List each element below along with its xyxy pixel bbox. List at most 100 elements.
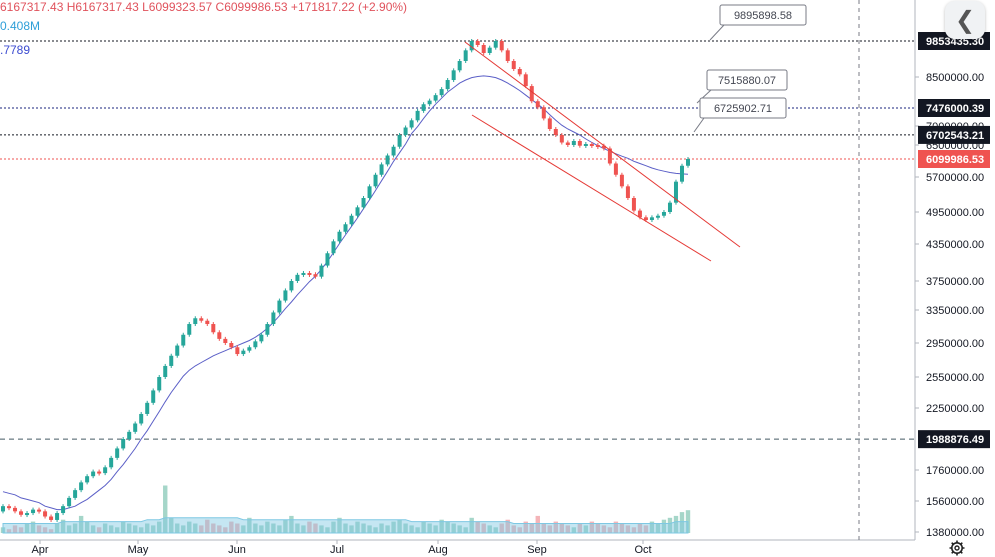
candle (115, 448, 120, 458)
candle (157, 377, 162, 391)
candle (217, 332, 222, 339)
x-tick-label: Jun (228, 544, 246, 556)
volume-bar (259, 525, 264, 533)
volume-bar (30, 521, 36, 533)
volume-bar (637, 523, 643, 533)
volume-bar (493, 527, 498, 533)
y-tick-label: 2950000.00 (926, 338, 984, 350)
volume-bar (114, 527, 120, 533)
volume-bar (247, 517, 252, 533)
volume-bar (175, 523, 180, 533)
volume-bar (337, 517, 342, 533)
callout-text: 6725902.71 (714, 103, 772, 115)
candle (595, 145, 600, 147)
volume-bar (673, 515, 679, 533)
y-tick-label: 2250000.00 (926, 403, 984, 415)
volume-bar (66, 525, 72, 533)
candle (73, 490, 78, 498)
volume-bar (139, 527, 144, 533)
candle (313, 274, 318, 277)
volume-bar (535, 515, 540, 533)
volume-bar (223, 527, 228, 533)
candle (499, 41, 504, 51)
volume-bar (193, 523, 198, 533)
volume-bar (235, 523, 240, 533)
callout-leader (696, 89, 712, 104)
candle (31, 509, 36, 514)
y-tick-label: 3350000.00 (926, 305, 984, 317)
y-tick-label: 5700000.00 (926, 172, 984, 184)
price-label-box (918, 125, 990, 144)
volume-bar (631, 527, 637, 533)
candle (397, 135, 402, 147)
candle (199, 318, 204, 321)
volume-bar (331, 521, 336, 533)
volume-bar (241, 525, 246, 533)
volume-bar (613, 521, 619, 533)
volume-bar (307, 521, 312, 533)
back-button[interactable]: ❮ (945, 1, 985, 39)
volume-bar (205, 519, 210, 533)
candle (223, 338, 228, 343)
volume-bar (667, 517, 673, 533)
volume-bar (577, 523, 583, 533)
volume-bar (319, 525, 324, 533)
volume-bar (409, 525, 414, 533)
volume-bar (361, 523, 366, 533)
volume-bar (505, 519, 510, 533)
volume-bar (457, 525, 462, 533)
candle (523, 74, 528, 87)
volume-bar (655, 523, 661, 533)
volume-bar (132, 525, 138, 533)
volume-bar (661, 519, 667, 533)
volume-bar (126, 523, 132, 533)
candle (67, 497, 72, 507)
candle (205, 320, 210, 325)
candle (667, 202, 672, 212)
candle (505, 50, 510, 61)
volume-bar (42, 527, 48, 533)
candle (181, 334, 186, 346)
volume-bar (589, 521, 595, 533)
candle (415, 110, 420, 121)
candle (25, 513, 30, 516)
x-tick-label: Sep (527, 544, 547, 556)
volume-bar (463, 527, 468, 533)
candle (169, 355, 174, 366)
candle (679, 165, 684, 182)
candle (55, 513, 60, 520)
price-label-text: 7476000.39 (926, 103, 984, 115)
volume-bar (6, 529, 12, 533)
candle (1, 506, 5, 512)
volume-bar (367, 525, 372, 533)
volume-bar (48, 529, 54, 533)
candle (649, 217, 654, 220)
candle (625, 186, 630, 198)
y-tick-label: 4350000.00 (926, 239, 984, 251)
candle (319, 265, 324, 277)
callout-leader (709, 24, 725, 41)
candle (289, 281, 294, 291)
candle (457, 61, 462, 71)
moving-average-line (2, 75, 689, 511)
volume-bar (283, 519, 288, 533)
volume-bar (601, 525, 607, 533)
gear-icon[interactable] (949, 540, 965, 556)
candle (553, 129, 558, 135)
channel-upper-line (464, 41, 741, 248)
candle (229, 343, 234, 348)
candle (331, 241, 336, 254)
candle (361, 198, 366, 208)
candle (85, 476, 90, 483)
candle (193, 318, 198, 325)
volume-bar (373, 527, 378, 533)
candle (13, 507, 18, 512)
volume-bar (553, 521, 559, 533)
callout-text: 9895898.58 (734, 10, 792, 22)
candle (355, 207, 360, 216)
volume-bar (517, 527, 522, 533)
candle (151, 390, 156, 403)
volume-bar (120, 521, 126, 533)
candle (613, 163, 618, 175)
